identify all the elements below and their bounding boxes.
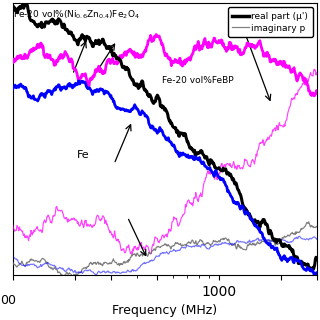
Text: Fe-20 vol%FeBP: Fe-20 vol%FeBP [162,76,234,85]
Legend: real part (μ'), imaginary p: real part (μ'), imaginary p [228,7,313,37]
Text: Fe: Fe [77,150,89,160]
X-axis label: Frequency (MHz): Frequency (MHz) [112,304,218,317]
Text: Fe-20 vol%(Ni$_{0.6}$Zn$_{0.4}$)Fe$_2$O$_4$: Fe-20 vol%(Ni$_{0.6}$Zn$_{0.4}$)Fe$_2$O$… [13,8,140,21]
Text: 00: 00 [1,294,17,307]
